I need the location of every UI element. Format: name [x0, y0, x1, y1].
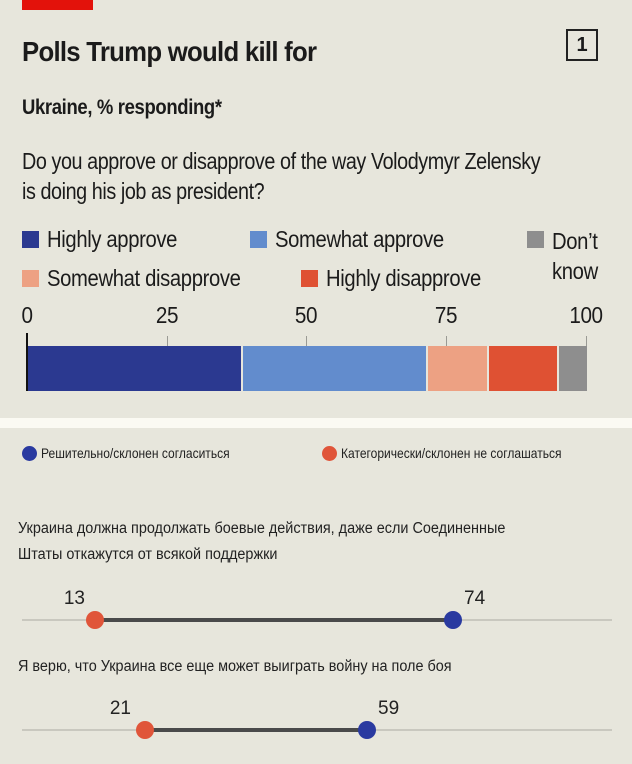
- legend-item-disagree: Категорически/склонен не соглашаться: [322, 445, 597, 461]
- approval-chart-panel: Polls Trump would kill for 1 Ukraine, % …: [0, 0, 632, 418]
- stacked-bar: [28, 346, 587, 391]
- x-tick-label: 25: [155, 302, 179, 328]
- x-tick-mark: [446, 336, 447, 346]
- legend-item-agree: Решительно/склонен согласиться: [22, 445, 260, 461]
- row-1-disagree-dot: [86, 611, 104, 629]
- legend-label: Somewhat disapprove: [47, 265, 241, 291]
- legend-label: Somewhat approve: [275, 226, 444, 252]
- chart-subtitle: Ukraine, % responding*: [22, 96, 222, 119]
- legend-label: Don’t know: [552, 228, 598, 284]
- row-1-question-line: Украина должна продолжать боевые действи…: [18, 520, 506, 537]
- legend-swatch-highly-approve: [22, 231, 39, 248]
- row-1-question: Украина должна продолжать боевые действи…: [18, 516, 505, 568]
- x-tick-label: 0: [21, 302, 33, 328]
- bar-segment-somewhat-disapprove: [427, 346, 490, 391]
- row-1-range-line: [99, 618, 459, 622]
- legend-swatch-highly-disapprove: [301, 270, 318, 287]
- legend-label: Highly approve: [47, 226, 178, 252]
- survey-question: Do you approve or disapprove of the way …: [22, 148, 541, 204]
- x-tick-mark: [167, 336, 168, 346]
- x-tick-label: 100: [569, 302, 603, 328]
- chart-number-badge: 1: [566, 29, 598, 61]
- x-tick-label: 75: [434, 302, 458, 328]
- chart-title: Polls Trump would kill for: [22, 36, 317, 67]
- legend-label: Highly disapprove: [326, 265, 481, 291]
- row-1-disagree-value: 13: [63, 588, 85, 609]
- legend-item-highly-disapprove: Highly disapprove: [301, 265, 502, 292]
- legend-swatch-somewhat-disapprove: [22, 270, 39, 287]
- legend-item-highly-approve: Highly approve: [22, 226, 195, 253]
- row-2-agree-value: 59: [378, 698, 400, 719]
- legend-item-dont-know: Don’t know: [527, 226, 614, 286]
- row-1-agree-value: 74: [464, 588, 486, 609]
- legend-item-somewhat-disapprove: Somewhat disapprove: [22, 265, 267, 292]
- row-2-agree-dot: [358, 721, 376, 739]
- legend-dot-agree: [22, 445, 37, 461]
- row-2-disagree-value: 21: [109, 698, 131, 719]
- bar-segment-don-t-know: [559, 346, 587, 391]
- zero-axis-line: [26, 333, 28, 391]
- brand-red-rule: [22, 0, 93, 10]
- legend-item-somewhat-approve: Somewhat approve: [250, 226, 467, 253]
- legend-label: Категорически/склонен не соглашаться: [341, 445, 562, 461]
- x-tick-mark: [306, 336, 307, 346]
- row-2-question: Я верю, что Украина все еще может выигра…: [18, 654, 452, 680]
- bar-segment-highly-disapprove: [489, 346, 560, 391]
- x-tick-label: 50: [294, 302, 318, 328]
- legend-swatch-somewhat-approve: [250, 231, 267, 248]
- row-2-disagree-dot: [136, 721, 154, 739]
- legend-label: Решительно/склонен согласиться: [41, 445, 230, 461]
- legend-swatch-dont-know: [527, 231, 544, 248]
- bar-segment-highly-approve: [28, 346, 244, 391]
- row-1-agree-dot: [444, 611, 462, 629]
- legend-dot-disagree: [322, 445, 337, 461]
- x-tick-mark: [586, 336, 587, 346]
- row-2-range-line: [146, 728, 370, 732]
- row-1-question-line: Штаты откажутся от всякой поддержки: [18, 546, 278, 563]
- bar-segment-somewhat-approve: [243, 346, 428, 391]
- dumbbell-chart-panel: Решительно/склонен согласиться Категорич…: [0, 428, 632, 764]
- row-2-question-line: Я верю, что Украина все еще может выигра…: [18, 658, 452, 675]
